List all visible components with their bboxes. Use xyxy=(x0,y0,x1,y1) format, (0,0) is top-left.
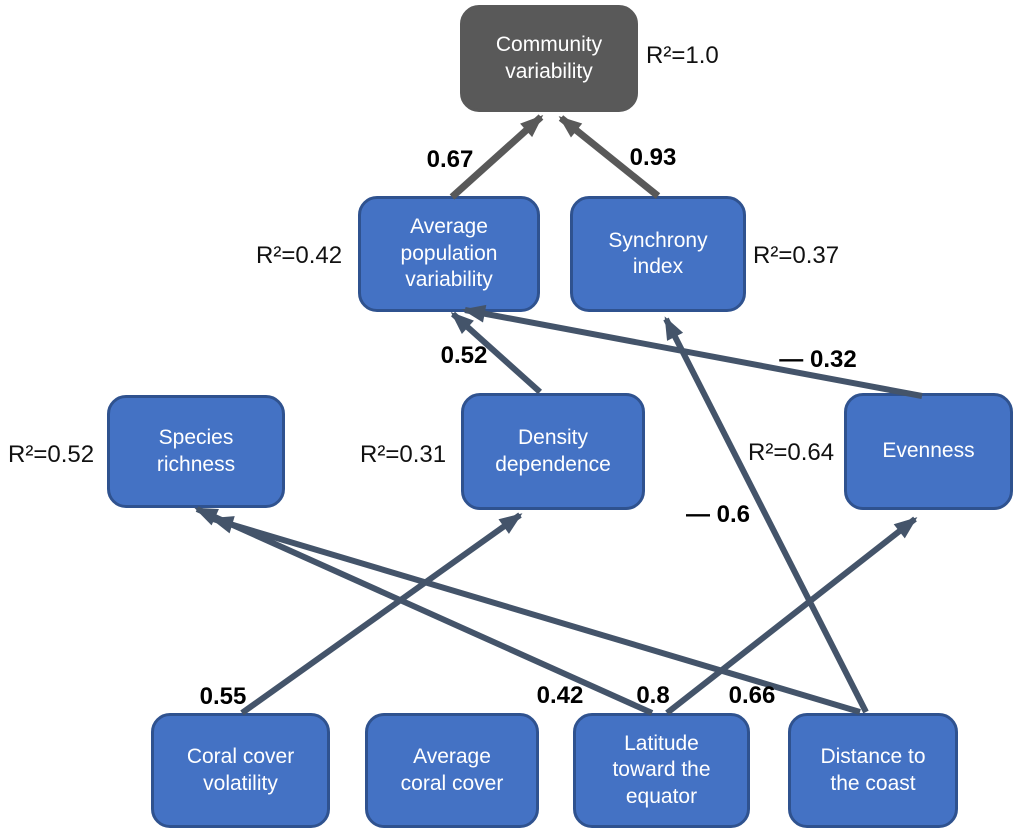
coefficient-label-dc-to-sr: 0.66 xyxy=(728,682,776,709)
node-label: Synchrony index xyxy=(608,228,708,278)
node-community-variability: Community variability xyxy=(460,5,638,112)
arrow-latitude-to-evenness xyxy=(665,516,918,716)
coefficient-label-apv-to-cv: 0.67 xyxy=(426,146,474,173)
node-label: Average coral cover xyxy=(400,745,504,795)
node-average-coral-cover: Average coral cover xyxy=(365,713,539,828)
arrow-latitude-to-species-richness xyxy=(194,506,654,716)
coefficient-label-ccv-to-dd: 0.55 xyxy=(199,683,247,710)
coefficient-label-lte-to-ev: 0.8 xyxy=(636,682,670,709)
node-density-dependence: Density dependence xyxy=(461,393,645,510)
node-label: Evenness xyxy=(882,439,975,463)
coefficient-label-si-to-cv: 0.93 xyxy=(629,144,677,171)
r2-label-evenness: R²=0.64 xyxy=(748,439,835,466)
r2-label-average-population-variability: R²=0.42 xyxy=(256,242,343,269)
coefficient-label-dd-to-apv: 0.52 xyxy=(440,342,488,369)
node-synchrony-index: Synchrony index xyxy=(570,196,746,312)
node-species-richness: Species richness xyxy=(107,395,285,508)
node-label: Species richness xyxy=(156,426,236,476)
node-label: Average population variability xyxy=(400,215,498,292)
coefficient-label-dc-to-si: — 0.6 xyxy=(685,501,751,528)
node-latitude-toward-the-equator: Latitude toward the equator xyxy=(573,713,750,828)
node-evenness: Evenness xyxy=(844,393,1013,510)
r2-label-synchrony-index: R²=0.37 xyxy=(753,242,840,269)
coefficient-label-lte-to-sr: 0.42 xyxy=(536,682,584,709)
r2-label-species-richness: R²=0.52 xyxy=(8,441,95,468)
arrow-coral-cover-volatility-to-density-dependence xyxy=(240,512,523,716)
node-coral-cover-volatility: Coral cover volatility xyxy=(151,713,330,828)
r2-label-community-variability: R²=1.0 xyxy=(646,42,719,69)
node-distance-to-the-coast: Distance to the coast xyxy=(788,713,958,828)
node-label: Coral cover volatility xyxy=(186,745,295,795)
node-label: Community variability xyxy=(495,33,603,83)
r2-label-density-dependence: R²=0.31 xyxy=(360,441,447,468)
node-label: Latitude toward the equator xyxy=(612,731,711,808)
node-average-population-variability: Average population variability xyxy=(358,196,540,312)
coefficient-label-ev-to-apv: — 0.32 xyxy=(779,346,857,373)
node-label: Distance to the coast xyxy=(820,745,926,795)
node-label: Density dependence xyxy=(495,426,611,476)
